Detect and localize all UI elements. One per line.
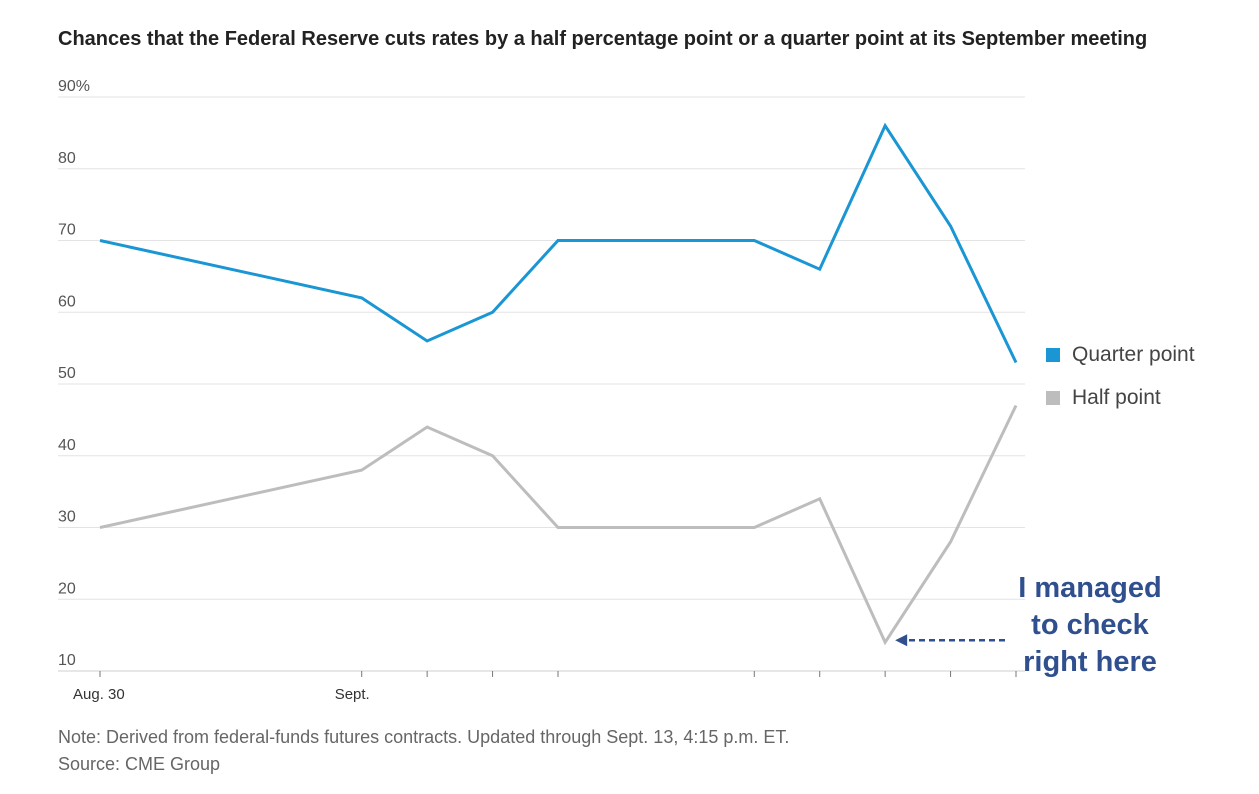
legend-label-half-point: Half point — [1072, 386, 1161, 409]
y-tick-label: 90% — [58, 78, 90, 95]
legend-item-half-point: Half point — [1046, 386, 1161, 410]
annotation-text: I managed to check right here — [1010, 570, 1170, 681]
series-line-half-point — [99, 404, 1018, 646]
x-axis-ticks: Aug. 30 Sept. — [73, 671, 1017, 703]
x-tick-label: Aug. 30 — [73, 686, 125, 703]
annotation-line: to check — [1031, 609, 1149, 641]
legend-swatch-quarter-point — [1046, 348, 1060, 362]
y-tick-label: 80 — [58, 150, 76, 167]
chart-source: Source: CME Group — [58, 754, 221, 774]
y-tick-label: 50 — [58, 365, 76, 382]
y-axis-ticks: 90% 80 70 60 50 40 30 20 10 — [58, 78, 90, 669]
gridlines — [58, 96, 1025, 672]
series-lines — [99, 122, 1018, 646]
y-tick-label: 60 — [58, 293, 76, 310]
x-tick-label: Sept. — [335, 686, 370, 703]
annotation-line: right here — [1023, 646, 1157, 678]
y-tick-label: 20 — [58, 580, 76, 597]
annotation-line: I managed — [1018, 572, 1162, 604]
series-line-quarter-point — [99, 122, 1018, 364]
legend-label-quarter-point: Quarter point — [1072, 343, 1195, 366]
y-tick-label: 70 — [58, 222, 76, 239]
legend-swatch-half-point — [1046, 391, 1060, 405]
annotation-arrow-head — [895, 634, 908, 647]
y-tick-label: 30 — [58, 509, 76, 526]
chart-title: Chances that the Federal Reserve cuts ra… — [58, 28, 1148, 50]
y-tick-label: 10 — [58, 652, 76, 669]
chart-note: Note: Derived from federal-funds futures… — [58, 727, 790, 747]
legend-item-quarter-point: Quarter point — [1046, 343, 1195, 367]
annotation-arrow — [895, 634, 1005, 647]
y-tick-label: 40 — [58, 437, 76, 454]
